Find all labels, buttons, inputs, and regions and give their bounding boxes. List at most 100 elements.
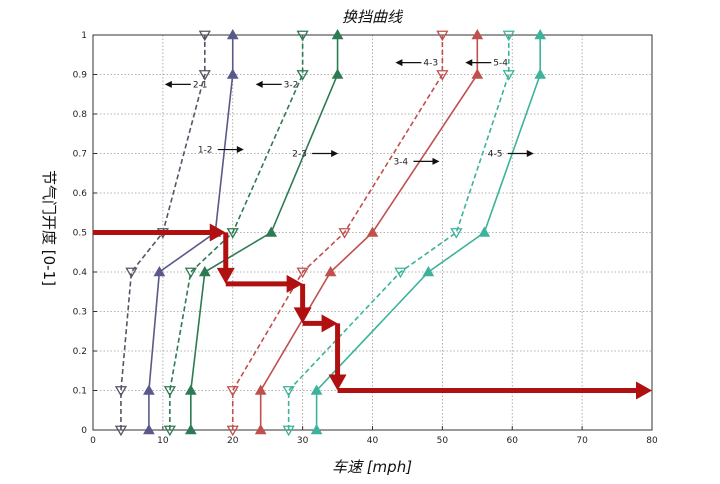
series-line: [148, 35, 234, 430]
highlight-arrow-path: [93, 223, 652, 400]
y-tick-label: 0.2: [73, 347, 87, 357]
series-line: [287, 35, 510, 430]
data-point-marker: [226, 68, 239, 79]
data-point-marker: [471, 28, 484, 40]
axes: 0 10 20 30 40 50 60 70 80 0 0.1 0.2 0.3 0.4 0.5 0.6 0.7 0…: [73, 31, 658, 446]
series-line: [259, 35, 479, 430]
annotation-label: 1-2: [198, 146, 213, 156]
highlight-segment: [216, 232, 235, 284]
data-point-marker: [436, 70, 449, 81]
data-point-marker: [226, 386, 239, 397]
annotation-label: 2-1: [193, 80, 208, 90]
y-tick-label: 0.3: [73, 308, 87, 318]
data-point-marker: [226, 28, 239, 40]
shift-annotation-3-2: 3-2: [255, 80, 299, 90]
x-tick-label: 10: [157, 436, 169, 446]
series-line: [120, 35, 206, 430]
data-point-marker: [534, 68, 547, 79]
data-point-marker: [226, 228, 239, 239]
data-point-marker: [114, 386, 128, 397]
series-3-4: [254, 28, 484, 435]
highlight-segment: [302, 314, 338, 333]
data-point-marker: [310, 384, 323, 395]
data-point-marker: [296, 267, 309, 279]
x-tick-label: 50: [437, 436, 449, 446]
annotation-label: 4-3: [423, 59, 438, 69]
data-point-marker: [422, 265, 435, 277]
highlight-arrow-head: [209, 223, 226, 242]
x-tick-label: 30: [297, 436, 309, 446]
annotation-label: 3-2: [284, 80, 299, 90]
data-point-marker: [324, 265, 337, 277]
data-point-marker: [198, 265, 211, 277]
shift-annotation-1-2: 1-2: [198, 146, 244, 156]
annotation-label: 5-4: [493, 59, 508, 69]
data-point-marker: [366, 226, 379, 237]
data-point-marker: [450, 228, 463, 239]
shift-annotation-3-4: 3-4: [393, 157, 440, 167]
highlight-arrow-head: [636, 381, 652, 400]
data-point-marker: [198, 30, 211, 42]
data-point-marker: [184, 267, 197, 279]
data-point-marker: [502, 70, 515, 81]
data-point-marker: [331, 68, 344, 79]
series-4-3: [226, 30, 449, 437]
series-line: [231, 35, 444, 430]
x-tick-label: 70: [576, 436, 588, 446]
y-tick-label: 0.1: [73, 387, 87, 397]
y-tick-label: 0.4: [73, 268, 88, 278]
y-tick-label: 0.9: [73, 71, 88, 81]
data-point-marker: [282, 425, 295, 437]
data-point-marker: [254, 423, 267, 435]
highlight-arrow-head: [293, 307, 312, 324]
data-point-marker: [394, 267, 407, 279]
data-point-marker: [114, 425, 128, 437]
data-point-marker: [282, 386, 295, 397]
y-tick-label: 0.7: [73, 150, 87, 160]
x-tick-label: 0: [90, 436, 96, 446]
series-2-1: [114, 30, 211, 437]
shift-annotation-4-3: 4-3: [395, 59, 438, 69]
y-tick-label: 1: [81, 31, 87, 41]
data-point-marker: [163, 386, 176, 397]
annotation-arrow-head: [236, 146, 244, 154]
annotation-arrow-head: [395, 59, 403, 67]
highlight-arrow-head: [328, 374, 347, 391]
data-point-marker: [265, 226, 278, 237]
data-point-marker: [296, 30, 309, 42]
annotation-arrow-head: [164, 80, 172, 88]
x-tick-label: 60: [507, 436, 519, 446]
annotation-arrow-head: [432, 157, 440, 165]
series-line: [190, 35, 339, 430]
data-point-marker: [471, 68, 484, 79]
data-point-marker: [125, 267, 138, 279]
data-point-marker: [143, 384, 155, 395]
annotation-label: 2-3: [292, 150, 307, 160]
data-point-marker: [143, 423, 155, 435]
data-point-marker: [254, 384, 267, 395]
y-tick-label: 0.8: [73, 110, 88, 120]
highlight-segment: [93, 223, 226, 242]
data-point-marker: [338, 228, 351, 239]
x-tick-label: 20: [227, 436, 239, 446]
highlight-segment: [225, 274, 303, 293]
annotation-arrow-head: [255, 80, 263, 88]
highlight-arrow-head: [286, 274, 303, 293]
series-3-2: [163, 30, 309, 437]
y-tick-label: 0.6: [73, 189, 88, 199]
data-point-marker: [163, 425, 176, 437]
annotation-label: 4-5: [488, 150, 503, 160]
data-point-marker: [534, 28, 547, 40]
annotation-arrow-head: [465, 59, 473, 67]
data-point-marker: [331, 28, 344, 40]
series-2-3: [184, 28, 344, 435]
series-line: [315, 35, 542, 430]
shift-annotation-2-3: 2-3: [292, 150, 339, 160]
data-point-marker: [296, 70, 309, 81]
shift-annotation-4-5: 4-5: [488, 150, 534, 160]
series-lines: [114, 28, 547, 437]
y-tick-label: 0: [81, 426, 87, 436]
data-point-marker: [310, 423, 323, 435]
data-point-marker: [184, 384, 197, 395]
